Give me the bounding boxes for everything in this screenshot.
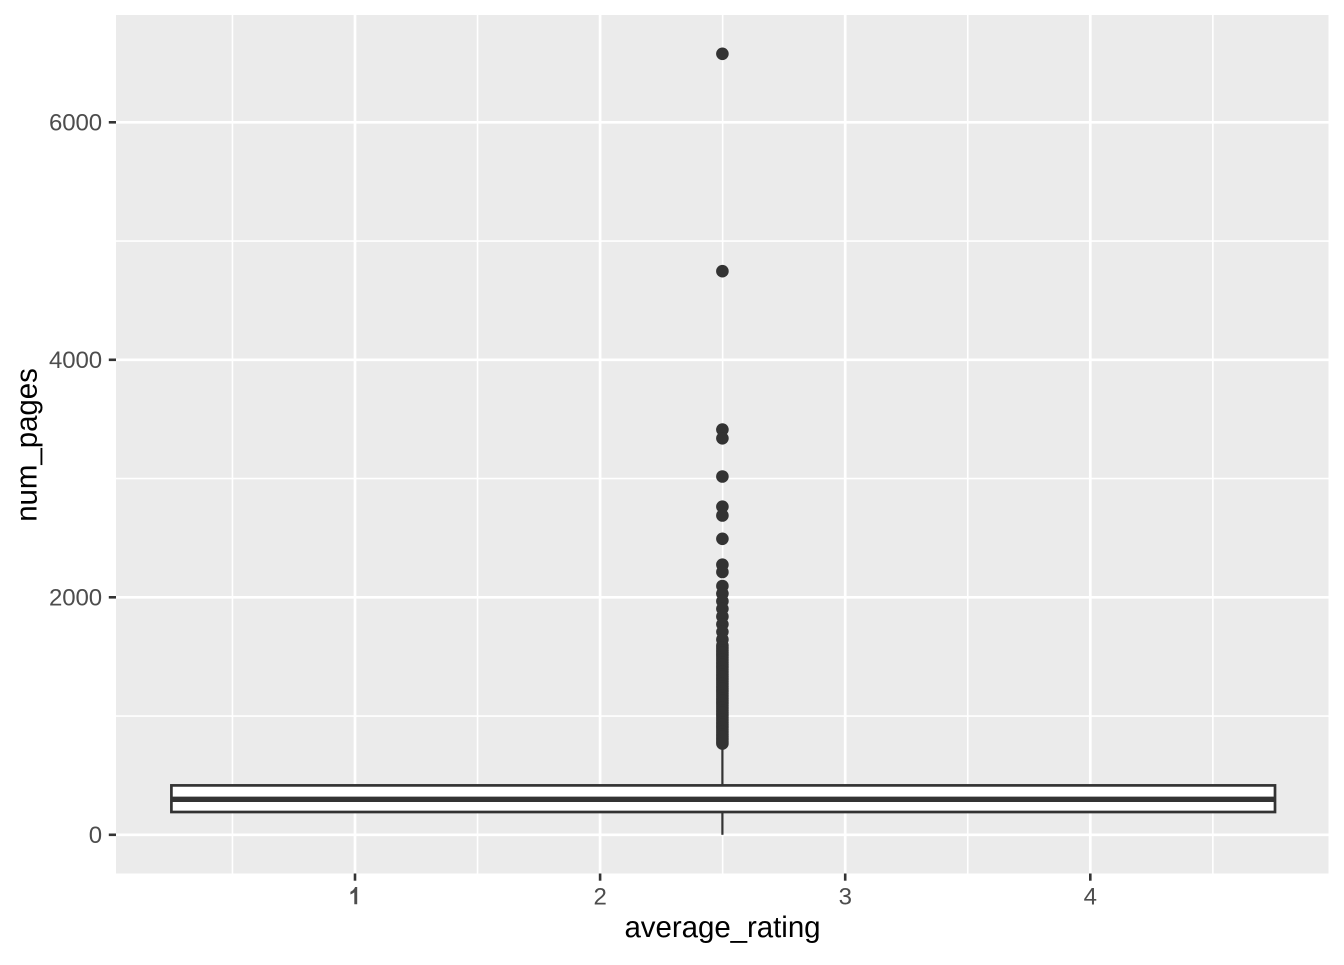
svg-text:0: 0 (89, 822, 102, 849)
svg-text:2: 2 (593, 883, 606, 910)
svg-text:average_rating: average_rating (624, 911, 820, 944)
svg-text:4000: 4000 (49, 347, 102, 374)
svg-text:4: 4 (1084, 883, 1097, 910)
svg-text:3: 3 (839, 883, 852, 910)
svg-text:6000: 6000 (49, 110, 102, 137)
svg-text:2000: 2000 (49, 585, 102, 612)
svg-text:num_pages: num_pages (11, 368, 44, 522)
